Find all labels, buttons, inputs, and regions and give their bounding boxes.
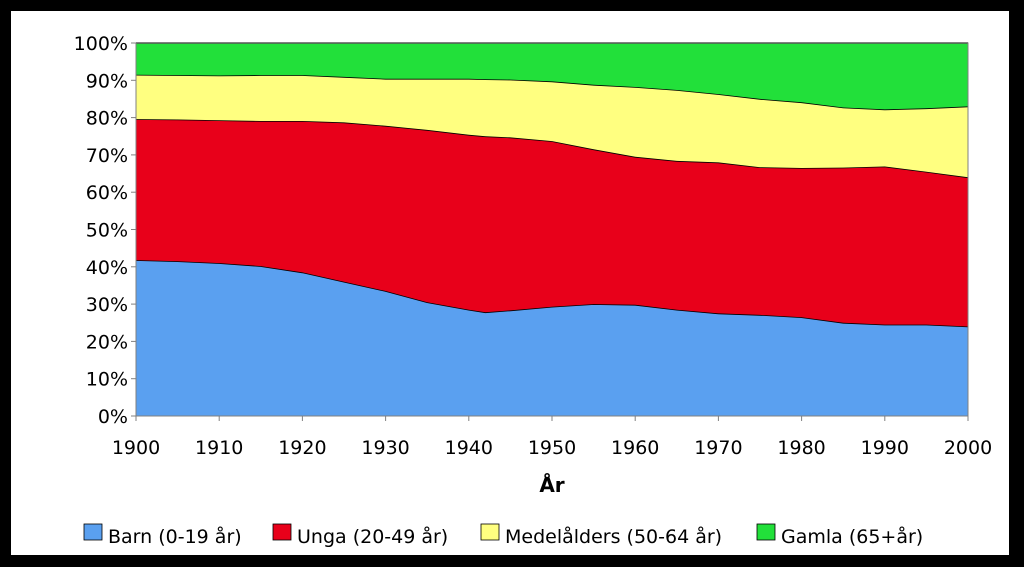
x-tick-label: 1910 [195, 437, 243, 459]
legend-swatch-3 [480, 523, 500, 541]
area-series-4 [136, 43, 968, 110]
x-tick-label: 1920 [278, 437, 326, 459]
y-tick-label: 20% [86, 331, 128, 353]
y-tick-label: 50% [86, 220, 128, 242]
x-tick-label: 1900 [112, 437, 160, 459]
chart-frame: 0% 10% 20% 30% 40% 50% 60% 70% 80% 90% 100% 1900 19… [11, 11, 1009, 555]
legend-label-1: Barn (0-19 år) [108, 525, 242, 548]
y-tick-label: 0% [98, 406, 128, 428]
stacked-area-chart: 0%10%20%30%40%50%60%70%80%90%100% 1900 19… [74, 33, 993, 548]
y-tick-labels: 0% 10% 20% 30% 40% 50% 60% 70% 80% 90% 100% [74, 33, 136, 428]
x-tick-labels: 1900 1910 1920 1930 1940 1950 1960 1970 1980 1990… [112, 416, 992, 459]
y-tick-label: 70% [86, 145, 128, 167]
x-tick-label: 1960 [611, 437, 659, 459]
x-axis-label: År [539, 473, 564, 497]
y-tick-label: 10% [86, 369, 128, 391]
area-series-2 [136, 119, 968, 327]
legend-label-3: Medelålders (50-64 år) [505, 525, 722, 548]
y-tick-label: 40% [86, 257, 128, 279]
y-tick-label: 100% [74, 33, 128, 55]
area-series-1 [136, 260, 968, 416]
legend-swatch-2 [272, 523, 292, 541]
x-tick-label: 1950 [528, 437, 576, 459]
legend-label-2: Unga (20-49 år) [297, 525, 448, 548]
y-tick-label: 90% [86, 70, 128, 92]
x-tick-label: 1930 [361, 437, 409, 459]
x-tick-label: 1970 [694, 437, 742, 459]
legend-swatch-1 [83, 523, 103, 541]
y-tick-label: 60% [86, 182, 128, 204]
legend: Barn (0-19 år) Unga (20-49 år) Medelålders… [83, 523, 923, 548]
legend-label-4: Gamla (65+år) [781, 525, 923, 548]
y-tick-label: 80% [86, 108, 128, 130]
legend-swatch-4 [756, 523, 776, 541]
x-tick-label: 1980 [777, 437, 825, 459]
x-tick-label: 1940 [445, 437, 493, 459]
x-tick-label: 2000 [944, 437, 992, 459]
area-series-3 [136, 74, 968, 178]
area-series-group [135, 42, 969, 416]
x-tick-label: 1990 [861, 437, 909, 459]
y-tick-label: 30% [86, 294, 128, 316]
